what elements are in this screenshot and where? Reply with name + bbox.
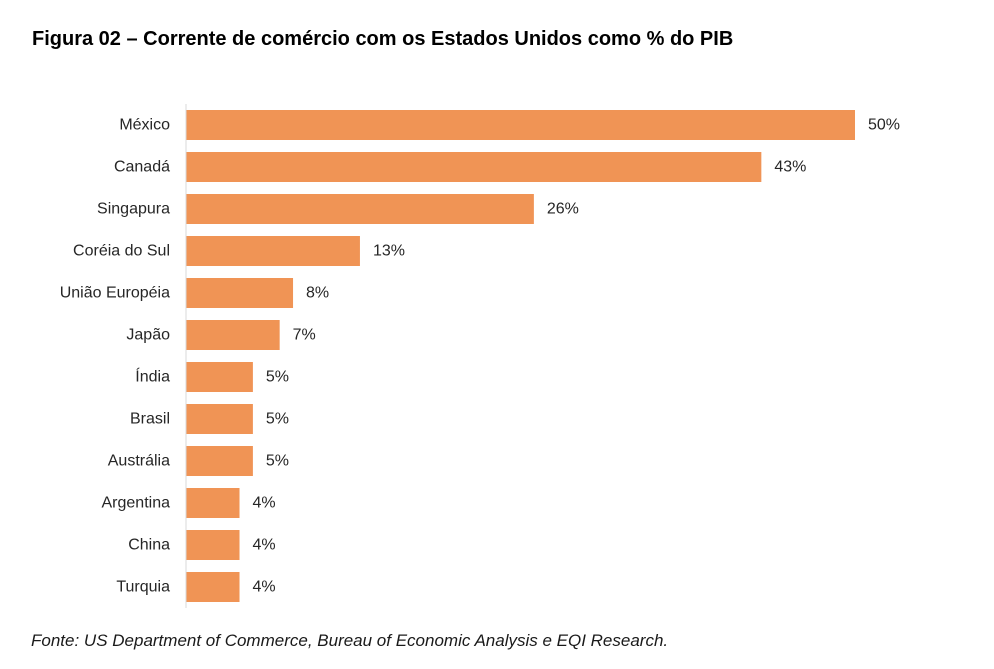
category-label: México bbox=[119, 117, 170, 134]
value-label: 50% bbox=[868, 117, 900, 134]
bar bbox=[186, 404, 253, 434]
value-label: 8% bbox=[306, 285, 329, 302]
category-label: Singapura bbox=[97, 201, 170, 218]
value-label: 5% bbox=[266, 369, 289, 386]
bar bbox=[186, 362, 253, 392]
labels-layer: México 50% Canadá 43% Singapura 26% Coréia do … bbox=[60, 117, 900, 596]
category-label: Coréia do Sul bbox=[73, 243, 170, 260]
value-label: 5% bbox=[266, 411, 289, 428]
value-label: 4% bbox=[253, 579, 276, 596]
chart-title: Figura 02 – Corrente de comércio com os … bbox=[32, 28, 734, 50]
value-label: 13% bbox=[373, 243, 405, 260]
category-label: Argentina bbox=[102, 495, 171, 512]
bar bbox=[186, 488, 240, 518]
bar bbox=[186, 320, 280, 350]
value-label: 43% bbox=[774, 159, 806, 176]
value-label: 7% bbox=[293, 327, 316, 344]
bar bbox=[186, 110, 855, 140]
category-label: Austrália bbox=[108, 453, 170, 470]
bar bbox=[186, 152, 762, 182]
category-label: Turquia bbox=[116, 579, 170, 596]
category-label: Índia bbox=[135, 367, 170, 386]
value-label: 4% bbox=[253, 537, 276, 554]
category-label: Japão bbox=[126, 327, 170, 344]
value-label: 5% bbox=[266, 453, 289, 470]
value-label: 4% bbox=[253, 495, 276, 512]
category-label: Brasil bbox=[130, 411, 170, 428]
bars-layer bbox=[186, 110, 855, 602]
value-label: 26% bbox=[547, 201, 579, 218]
bar bbox=[186, 572, 240, 602]
category-label: China bbox=[128, 537, 170, 554]
bar bbox=[186, 530, 240, 560]
category-label: Canadá bbox=[114, 159, 170, 176]
bar bbox=[186, 236, 360, 266]
bar bbox=[186, 446, 253, 476]
source-note: Fonte: US Department of Commerce, Bureau… bbox=[31, 631, 669, 650]
category-label: União Européia bbox=[60, 285, 170, 302]
bar bbox=[186, 194, 534, 224]
bar bbox=[186, 278, 294, 308]
